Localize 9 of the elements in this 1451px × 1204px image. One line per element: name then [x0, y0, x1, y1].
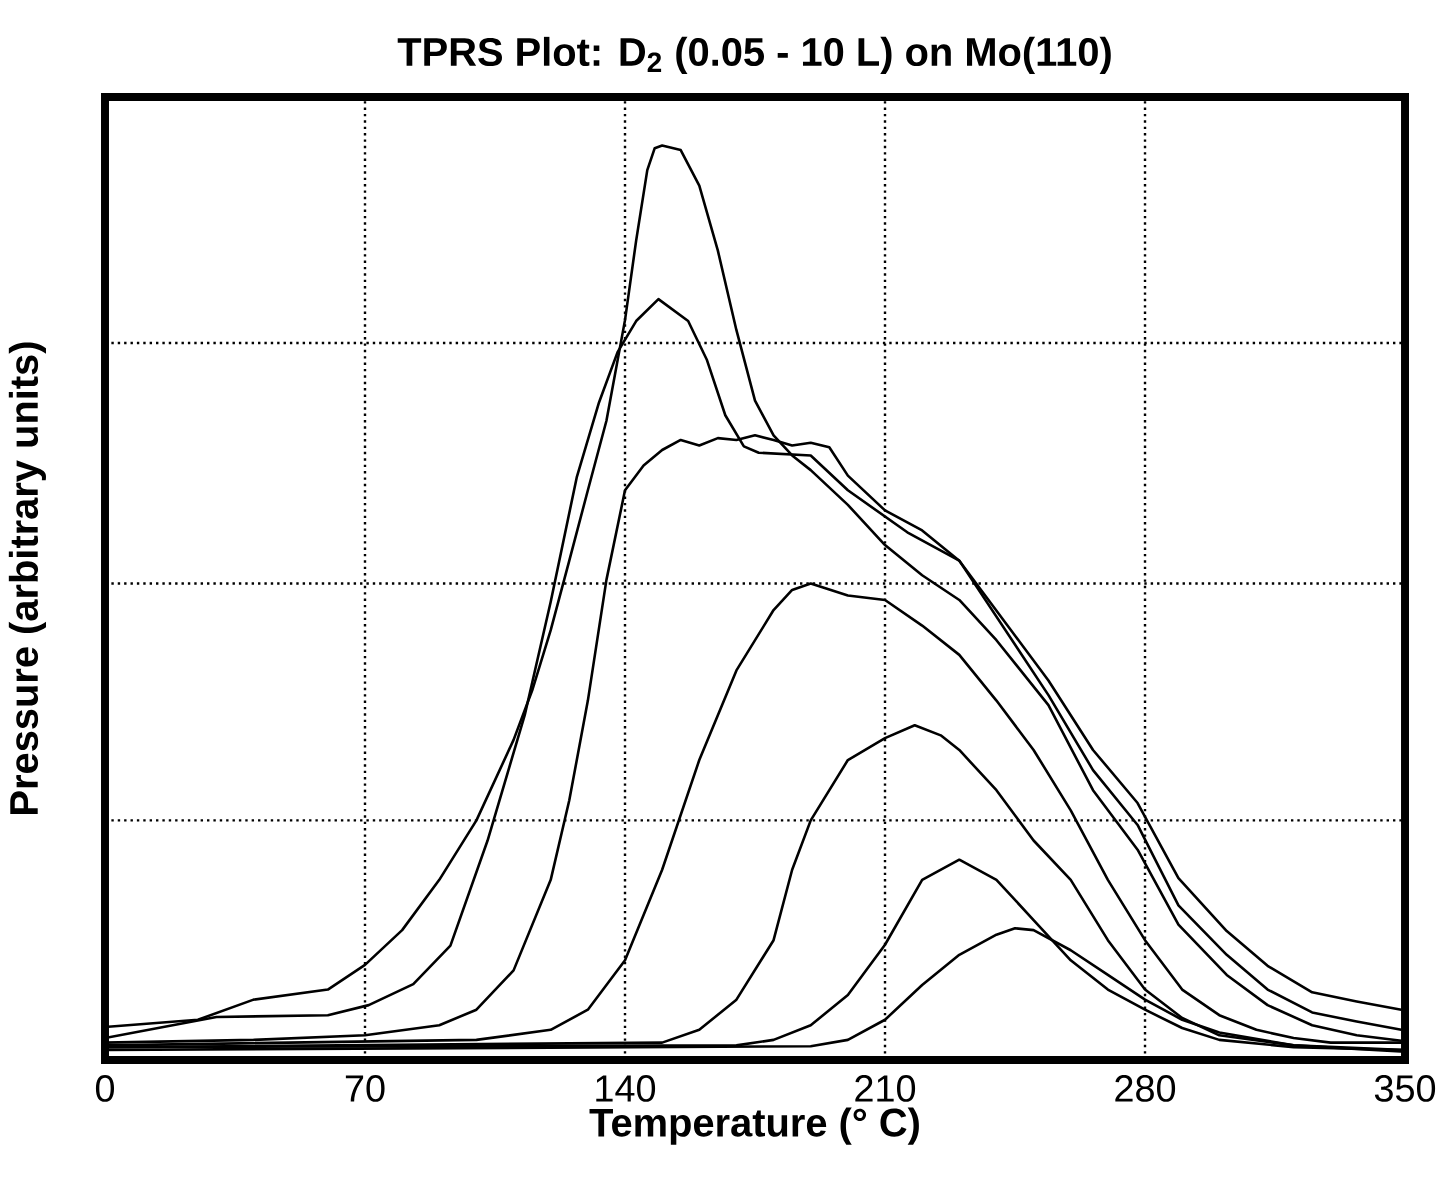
- x-tick-label: 210: [855, 1075, 916, 1102]
- x-tick-label: 350: [1374, 1075, 1436, 1102]
- x-tick-label: 70: [345, 1075, 385, 1102]
- x-axis-title: Temperature (° C): [589, 1107, 919, 1145]
- x-tick-label: 140: [596, 1075, 656, 1102]
- x-tick-label: 280: [1115, 1075, 1176, 1102]
- y-axis-title: Pressure (arbitrary units): [8, 342, 46, 814]
- x-tick-label: 0: [95, 1075, 115, 1102]
- chart-title: TPRS Plot: D$_{2}$ (0.05 - 10 L) on Mo(110): [397, 36, 1111, 74]
